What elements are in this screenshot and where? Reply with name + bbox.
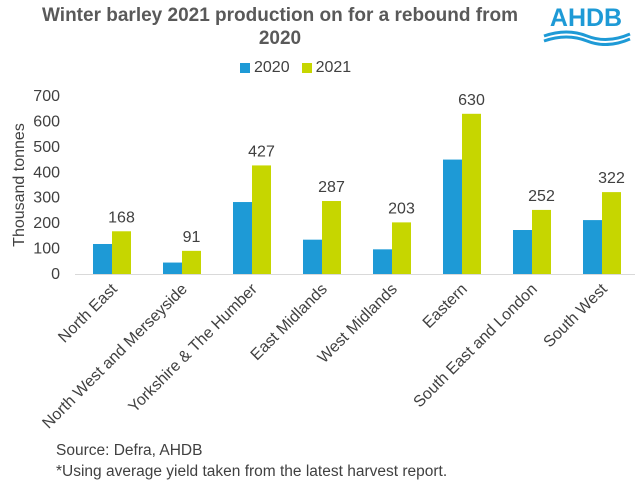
data-label-2021-2: 427 <box>248 143 275 160</box>
legend-swatch-2021 <box>301 63 312 73</box>
x-tick-label-6: South East and London <box>411 281 541 411</box>
bar-2021-5 <box>462 113 481 274</box>
x-tick-label-5: Eastern <box>420 281 471 332</box>
source-note: Source: Defra, AHDB <box>56 442 203 459</box>
legend-label-2020: 2020 <box>254 59 290 76</box>
bar-2020-2 <box>233 202 252 274</box>
y-tick-label: 500 <box>33 139 60 156</box>
legend-label-2021: 2021 <box>315 59 352 76</box>
data-label-2021-3: 287 <box>318 179 345 196</box>
bar-2020-7 <box>583 220 602 274</box>
chart-title: Winter barley 2021 production on for a r… <box>0 4 560 50</box>
y-tick-label: 300 <box>33 190 60 207</box>
chart-title-line-1: Winter barley 2021 production on for a r… <box>42 5 518 26</box>
bar-2021-0 <box>112 231 131 274</box>
bar-2021-6 <box>532 209 551 274</box>
logo-wave-icon <box>543 30 631 46</box>
data-label-2021-7: 322 <box>598 170 625 187</box>
data-labels: 168 91 427 287 203 630 252 322 <box>108 92 625 246</box>
data-label-2021-6: 252 <box>528 188 555 205</box>
legend-item-2020: 2020 <box>240 59 290 77</box>
ahdb-logo: AHDB <box>540 4 632 46</box>
legend-item-2021: 2021 <box>301 59 352 77</box>
bar-2021-4 <box>392 222 411 274</box>
bar-2021-2 <box>252 165 271 274</box>
chart-title-line-2: 2020 <box>258 28 302 49</box>
y-tick-label: 400 <box>33 164 60 181</box>
bars-group <box>93 113 621 274</box>
y-tick-label: 100 <box>33 241 60 258</box>
footer-notes: Source: Defra, AHDB *Using average yield… <box>56 440 447 482</box>
y-axis: 0 100 200 300 400 500 600 700 <box>33 88 635 283</box>
yield-note: *Using average yield taken from the late… <box>56 463 448 480</box>
bar-2020-6 <box>513 230 532 274</box>
y-tick-label: 200 <box>33 215 60 232</box>
y-tick-label: 0 <box>51 266 60 283</box>
x-tick-label-1: North West and Merseyside <box>39 281 190 432</box>
bar-2020-1 <box>163 262 182 274</box>
bar-2021-1 <box>182 250 201 274</box>
bar-2020-0 <box>93 243 112 274</box>
x-tick-label-0: North East <box>55 280 121 346</box>
logo-text: AHDB <box>549 4 623 32</box>
chart-legend: 2020 2021 <box>240 58 363 78</box>
bar-2020-5 <box>443 159 462 274</box>
y-axis-label: Thousand tonnes <box>11 123 28 247</box>
x-tick-label-7: South West <box>541 280 612 351</box>
y-tick-label: 600 <box>33 113 60 130</box>
data-label-2021-5: 630 <box>458 92 485 109</box>
data-label-2021-0: 168 <box>108 209 135 226</box>
bar-2021-3 <box>322 201 341 274</box>
bar-chart: 0 100 200 300 400 500 600 700 168 91 427 287 203 630… <box>11 88 635 432</box>
bar-2020-3 <box>303 239 322 274</box>
y-tick-label: 700 <box>33 88 60 105</box>
legend-swatch-2020 <box>240 63 250 73</box>
bar-2020-4 <box>373 249 392 274</box>
x-tick-label-2: Yorkshire & The Humber <box>126 280 262 416</box>
bar-2021-7 <box>602 192 621 274</box>
data-label-2021-1: 91 <box>183 229 201 246</box>
data-label-2021-4: 203 <box>388 200 415 217</box>
